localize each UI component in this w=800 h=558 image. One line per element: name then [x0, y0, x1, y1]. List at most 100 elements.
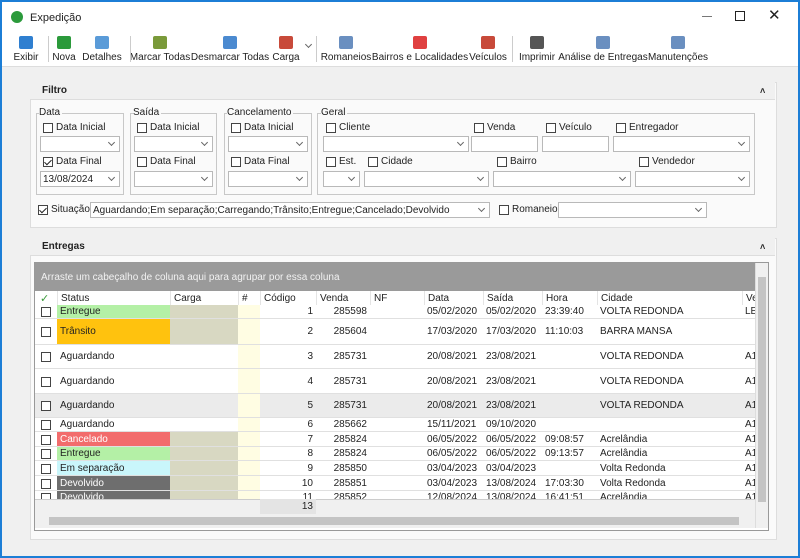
checkbox[interactable] [137, 123, 147, 133]
column-header[interactable]: Carga [170, 291, 238, 305]
column-header[interactable]: Código [260, 291, 316, 305]
column-header[interactable]: Venda [316, 291, 370, 305]
toolbar-button[interactable]: Carga [272, 52, 300, 63]
checkbox-label[interactable]: Entregador [629, 122, 679, 133]
checkbox[interactable] [137, 157, 147, 167]
toolbar-icon[interactable] [153, 36, 167, 49]
checkbox-label[interactable]: Data Inicial [150, 122, 200, 133]
combo-box[interactable] [228, 136, 308, 152]
toolbar-icon[interactable] [223, 36, 237, 49]
checkbox[interactable] [231, 157, 241, 167]
toolbar-button[interactable]: Veículos [469, 52, 507, 63]
combo-box[interactable] [613, 136, 750, 152]
column-header[interactable]: Ve [742, 291, 756, 305]
checkbox-label[interactable]: Est. [339, 156, 357, 167]
combo-box[interactable] [558, 202, 707, 218]
row-checkbox[interactable] [41, 478, 51, 489]
column-header[interactable]: Data [424, 291, 483, 305]
checkbox-label[interactable]: Vendedor [652, 156, 695, 167]
text-box[interactable] [471, 136, 538, 152]
collapse-button[interactable]: ˄ [760, 86, 766, 96]
toolbar-icon[interactable] [95, 36, 109, 49]
toolbar-icon[interactable] [279, 36, 293, 49]
close-button[interactable]: ✕ [768, 7, 781, 24]
toolbar-icon[interactable] [596, 36, 610, 49]
toolbar-button[interactable]: Manutenções [647, 52, 709, 63]
checkbox[interactable] [474, 123, 484, 133]
combo-box[interactable] [40, 136, 120, 152]
checkbox-label[interactable]: Data Final [56, 156, 102, 167]
checkbox[interactable] [368, 157, 378, 167]
combo-box[interactable] [134, 136, 213, 152]
column-header[interactable]: Cidade [597, 291, 742, 305]
row-checkbox[interactable] [41, 401, 51, 411]
minimize-button[interactable] [702, 16, 712, 17]
toolbar-icon[interactable] [530, 36, 544, 49]
checkbox[interactable] [326, 123, 336, 133]
column-header[interactable]: # [238, 291, 260, 305]
scroll-thumb[interactable] [49, 517, 739, 525]
column-header[interactable]: NF [370, 291, 424, 305]
checkbox-label[interactable]: Data Final [244, 156, 290, 167]
collapse-button[interactable]: ˄ [760, 242, 766, 252]
checkbox-label[interactable]: Data Inicial [244, 122, 294, 133]
toolbar-icon[interactable] [671, 36, 685, 49]
combo-box[interactable] [90, 202, 490, 218]
checkbox-label[interactable]: Romaneio: [512, 204, 561, 215]
checkbox[interactable] [326, 157, 336, 167]
toolbar-icon[interactable] [481, 36, 495, 49]
combo-box[interactable] [134, 171, 213, 187]
checkbox[interactable] [639, 157, 649, 167]
toolbar-button[interactable]: Detalhes [82, 52, 122, 63]
toolbar-button[interactable]: Análise de Entregas [558, 52, 648, 63]
toolbar-button[interactable]: Imprimir [518, 52, 556, 63]
checkbox-label[interactable]: Veículo [559, 122, 592, 133]
row-checkbox[interactable] [41, 420, 51, 430]
checkbox[interactable] [38, 205, 48, 215]
row-checkbox[interactable] [41, 449, 51, 459]
column-header[interactable]: Status [57, 291, 170, 305]
row-checkbox[interactable] [41, 307, 51, 317]
combo-box[interactable] [635, 171, 750, 187]
column-header[interactable]: Hora [542, 291, 597, 305]
toolbar-icon[interactable] [413, 36, 427, 49]
combo-box[interactable] [40, 171, 120, 187]
checkbox-label[interactable]: Data Final [150, 156, 196, 167]
checkbox-label[interactable]: Bairro [510, 156, 537, 167]
toolbar-button[interactable]: Marcar Todas [129, 52, 191, 63]
row-checkbox[interactable] [41, 463, 51, 474]
row-checkbox[interactable] [41, 434, 51, 445]
column-header[interactable]: Saída [483, 291, 542, 305]
toolbar-button[interactable]: Nova [52, 52, 76, 63]
toolbar-button[interactable]: Romaneios [320, 52, 372, 63]
checkbox[interactable] [231, 123, 241, 133]
toolbar-button[interactable]: Bairros e Localidades [371, 52, 469, 63]
combo-box[interactable] [493, 171, 631, 187]
checkbox-label[interactable]: Data Inicial [56, 122, 106, 133]
checkbox-label[interactable]: Cliente [339, 122, 371, 133]
checkbox-label[interactable]: Venda [487, 122, 516, 133]
checkbox[interactable] [616, 123, 626, 133]
toolbar-icon[interactable] [19, 36, 33, 49]
maximize-button[interactable] [735, 11, 745, 21]
combo-box[interactable] [323, 136, 469, 152]
toolbar-icon[interactable] [339, 36, 353, 49]
checkbox[interactable] [497, 157, 507, 167]
select-all-check[interactable]: ✓ [40, 293, 50, 305]
checkbox[interactable] [43, 123, 53, 133]
row-checkbox[interactable] [41, 352, 51, 362]
checkbox-label[interactable]: Cidade [381, 156, 413, 167]
grid-row[interactable] [35, 394, 755, 418]
grid-row[interactable] [35, 369, 755, 394]
grid-row[interactable] [35, 345, 755, 369]
checkbox[interactable] [43, 157, 53, 167]
row-checkbox[interactable] [41, 327, 51, 337]
grid-row[interactable] [35, 418, 755, 432]
row-checkbox[interactable] [41, 376, 51, 387]
text-box[interactable] [542, 136, 609, 152]
checkbox-label[interactable]: Situação: [51, 204, 93, 215]
combo-box[interactable] [323, 171, 360, 187]
scroll-thumb[interactable] [758, 277, 766, 502]
toolbar-icon[interactable] [57, 36, 71, 49]
combo-box[interactable] [228, 171, 308, 187]
